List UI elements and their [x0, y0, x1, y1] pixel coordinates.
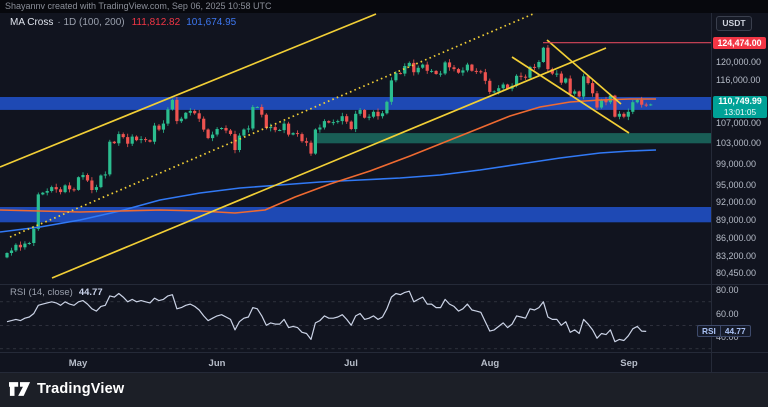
last-price-value: 110,749.99	[718, 96, 762, 106]
candlestick-series	[5, 45, 653, 259]
price-tick-label: 92,000.00	[716, 197, 757, 207]
time-tick-jun: Jun	[208, 358, 226, 369]
indicator-legend[interactable]: MA Cross · 1D (100, 200) 111,812.82 101,674…	[10, 17, 236, 28]
tradingview-logo-icon	[9, 382, 31, 396]
resistance-price-label: 124,474.00	[713, 37, 766, 49]
support-zone-103k	[315, 133, 711, 144]
watermark-bar: Shayannv created with TradingView.com, S…	[0, 0, 768, 13]
time-tick-jul: Jul	[344, 358, 358, 369]
rsi-line	[6, 290, 647, 343]
currency-toggle-button[interactable]: USDT	[716, 16, 752, 31]
ma100-line	[0, 98, 656, 214]
rsi-legend-value: 44.77	[78, 287, 103, 298]
rsi-legend-title: RSI (14, close)	[10, 287, 73, 298]
ascending-channel-lower[interactable]	[51, 47, 607, 279]
falling-wedge-upper[interactable]	[546, 39, 622, 105]
price-tick-label: 80,450.00	[716, 268, 757, 278]
price-tick-label: 83,200.00	[716, 251, 757, 261]
price-tick-label: 120,000.00	[716, 57, 762, 67]
price-tick-label: 89,000.00	[716, 215, 757, 225]
ascending-channel-upper[interactable]	[0, 13, 377, 168]
rsi-legend[interactable]: RSI (14, close) 44.77	[10, 287, 103, 298]
rsi-tick-label: 80.00	[716, 285, 739, 295]
rsi-badge-name: RSI	[697, 325, 720, 337]
resistance-zone-110k	[0, 97, 711, 110]
bottom-bar: TradingView	[0, 373, 768, 407]
tradingview-logo[interactable]: TradingView	[9, 381, 124, 397]
rsi-axis-badge: RSI 44.77	[697, 325, 751, 337]
price-tick-label: 86,000.00	[716, 233, 757, 243]
legend-ma200-value: 101,674.95	[186, 17, 237, 28]
time-tick-aug: Aug	[480, 358, 500, 369]
last-price-badge: 110,749.99 13:01:05	[713, 96, 767, 118]
ascending-midline-dotted[interactable]	[9, 13, 534, 238]
rsi-tick-label: 60.00	[716, 309, 739, 319]
rsi-badge-value: 44.77	[719, 325, 751, 337]
watermark-text: Shayannv created with TradingView.com, S…	[5, 1, 272, 11]
falling-wedge-lower[interactable]	[511, 56, 630, 134]
legend-ma100-value: 111,812.82	[131, 17, 181, 28]
legend-title: MA Cross	[10, 17, 54, 28]
price-tick-label: 107,000.00	[716, 118, 762, 128]
time-tick-may: May	[68, 358, 88, 369]
bar-countdown: 13:01:05	[723, 107, 757, 117]
price-tick-label: 116,000.00	[716, 75, 761, 85]
price-tick-label: 95,000.00	[716, 180, 757, 190]
time-tick-sep: Sep	[620, 358, 638, 369]
price-tick-label: 99,000.00	[716, 159, 757, 169]
legend-params: · 1D (100, 200)	[57, 17, 125, 28]
price-tick-label: 103,000.00	[716, 138, 762, 148]
rsi-tick-label: 40.00	[716, 332, 739, 342]
tradingview-logo-text: TradingView	[37, 381, 125, 397]
